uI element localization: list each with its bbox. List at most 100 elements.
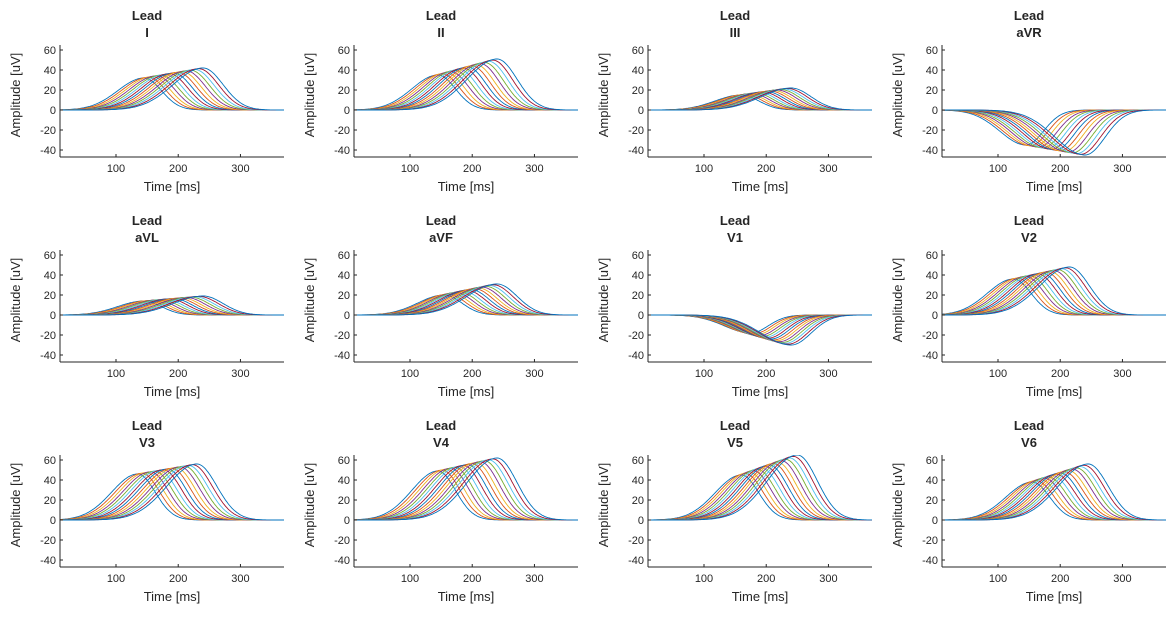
series-line <box>648 314 872 336</box>
chart-subtitle: aVR <box>1016 25 1042 40</box>
y-tick-label: 60 <box>338 45 350 57</box>
chart-title: Lead <box>425 213 457 228</box>
y-tick-label: 40 <box>926 475 938 487</box>
x-tick-label: 300 <box>231 573 249 585</box>
y-tick-label: 40 <box>632 475 644 487</box>
chart-subtitle: V2 <box>1021 230 1037 245</box>
x-tick-label: 100 <box>695 368 713 380</box>
series-line <box>354 286 578 316</box>
y-tick-label: 60 <box>926 455 938 467</box>
chart-panel: Lead aVR -40 -20 0 20 40 60 100 200 300 Time [ms] Am… <box>882 0 1176 205</box>
y-tick-label: -20 <box>922 330 938 342</box>
y-tick-label: 40 <box>632 270 644 282</box>
series-line <box>942 464 1166 521</box>
y-tick-label: 40 <box>338 475 350 487</box>
x-tick-label: 200 <box>1051 368 1069 380</box>
y-tick-label: 40 <box>44 65 56 77</box>
x-axis-label: Time [ms] <box>438 589 495 604</box>
y-tick-label: 60 <box>338 250 350 262</box>
y-tick-label: -40 <box>40 350 56 362</box>
y-tick-label: 20 <box>632 85 644 97</box>
series-line <box>648 314 872 342</box>
y-tick-label: 0 <box>344 310 350 322</box>
x-tick-label: 300 <box>1113 573 1131 585</box>
y-tick-label: -20 <box>334 125 350 137</box>
y-tick-label: 0 <box>50 515 56 527</box>
chart-panel: Lead III -40 -20 0 20 40 60 100 200 300 Time [ms] Am… <box>588 0 882 205</box>
series-line <box>354 470 578 521</box>
y-tick-label: 20 <box>926 495 938 507</box>
x-axis-label: Time [ms] <box>144 384 201 399</box>
x-tick-label: 200 <box>463 368 481 380</box>
x-tick-label: 100 <box>401 163 419 175</box>
x-tick-label: 200 <box>169 163 187 175</box>
y-tick-label: -40 <box>334 555 350 567</box>
series-line <box>648 314 872 345</box>
y-tick-label: 20 <box>338 85 350 97</box>
series-line <box>648 455 872 521</box>
y-axis-label: Amplitude [uV] <box>302 463 317 548</box>
chart-panel: Lead V6 -40 -20 0 20 40 60 100 200 300 Time [ms] Amp… <box>882 410 1176 615</box>
x-tick-label: 200 <box>757 573 775 585</box>
y-tick-label: 0 <box>344 515 350 527</box>
x-axis-label: Time [ms] <box>438 384 495 399</box>
y-axis-label: Amplitude [uV] <box>8 463 23 548</box>
chart-subtitle: II <box>437 25 445 40</box>
y-axis-label: Amplitude [uV] <box>302 258 317 343</box>
chart-title: Lead <box>719 213 751 228</box>
y-tick-label: 60 <box>44 45 56 57</box>
y-tick-label: 0 <box>50 310 56 322</box>
y-tick-label: 60 <box>632 45 644 57</box>
y-tick-label: 0 <box>638 105 644 117</box>
y-tick-label: 60 <box>926 45 938 57</box>
y-tick-label: 0 <box>50 105 56 117</box>
y-tick-label: -40 <box>628 350 644 362</box>
chart-subtitle: V6 <box>1021 435 1037 450</box>
x-axis-label: Time [ms] <box>732 589 789 604</box>
y-tick-label: -40 <box>334 350 350 362</box>
x-tick-label: 300 <box>525 368 543 380</box>
x-tick-label: 200 <box>463 573 481 585</box>
y-tick-label: 0 <box>932 515 938 527</box>
chart-plot: -40 -20 0 20 40 60 100 200 300 Time [ms] Amplitude… <box>302 455 578 604</box>
chart-title: Lead <box>719 418 751 433</box>
y-tick-label: 40 <box>338 65 350 77</box>
x-tick-label: 300 <box>819 573 837 585</box>
series-line <box>942 475 1166 521</box>
y-tick-label: 0 <box>638 310 644 322</box>
y-tick-label: 60 <box>632 250 644 262</box>
y-tick-label: -40 <box>922 350 938 362</box>
chart-plot: -40 -20 0 20 40 60 100 200 300 Time [ms] Amplitude… <box>302 250 578 399</box>
x-tick-label: 100 <box>989 368 1007 380</box>
y-tick-label: 60 <box>338 455 350 467</box>
chart-subtitle: V5 <box>727 435 743 450</box>
y-tick-label: 20 <box>632 290 644 302</box>
y-tick-label: 60 <box>926 250 938 262</box>
y-tick-label: 60 <box>44 455 56 467</box>
x-tick-label: 100 <box>989 573 1007 585</box>
y-tick-label: -20 <box>628 535 644 547</box>
chart-subtitle: I <box>145 25 149 40</box>
y-axis-label: Amplitude [uV] <box>302 53 317 138</box>
chart-plot: -40 -20 0 20 40 60 100 200 300 Time [ms] Amplitude… <box>302 45 578 194</box>
y-tick-label: 20 <box>44 290 56 302</box>
x-tick-label: 200 <box>1051 163 1069 175</box>
y-tick-label: -40 <box>628 555 644 567</box>
x-tick-label: 200 <box>169 573 187 585</box>
x-tick-label: 100 <box>401 368 419 380</box>
y-tick-label: 60 <box>44 250 56 262</box>
chart-panel: Lead V5 -40 -20 0 20 40 60 100 200 300 Time [ms] Amp… <box>588 410 882 615</box>
x-tick-label: 300 <box>525 573 543 585</box>
y-tick-label: -20 <box>40 125 56 137</box>
y-tick-label: 0 <box>932 105 938 117</box>
series-line <box>354 284 578 316</box>
series-line <box>648 87 872 111</box>
x-tick-label: 100 <box>107 163 125 175</box>
y-axis-label: Amplitude [uV] <box>596 258 611 343</box>
chart-subtitle: V4 <box>433 435 449 450</box>
y-tick-label: -20 <box>922 125 938 137</box>
x-tick-label: 300 <box>231 163 249 175</box>
chart-panel: Lead I -40 -20 0 20 40 60 100 200 300 Time [ms] Ampl… <box>0 0 294 205</box>
y-tick-label: 40 <box>44 475 56 487</box>
